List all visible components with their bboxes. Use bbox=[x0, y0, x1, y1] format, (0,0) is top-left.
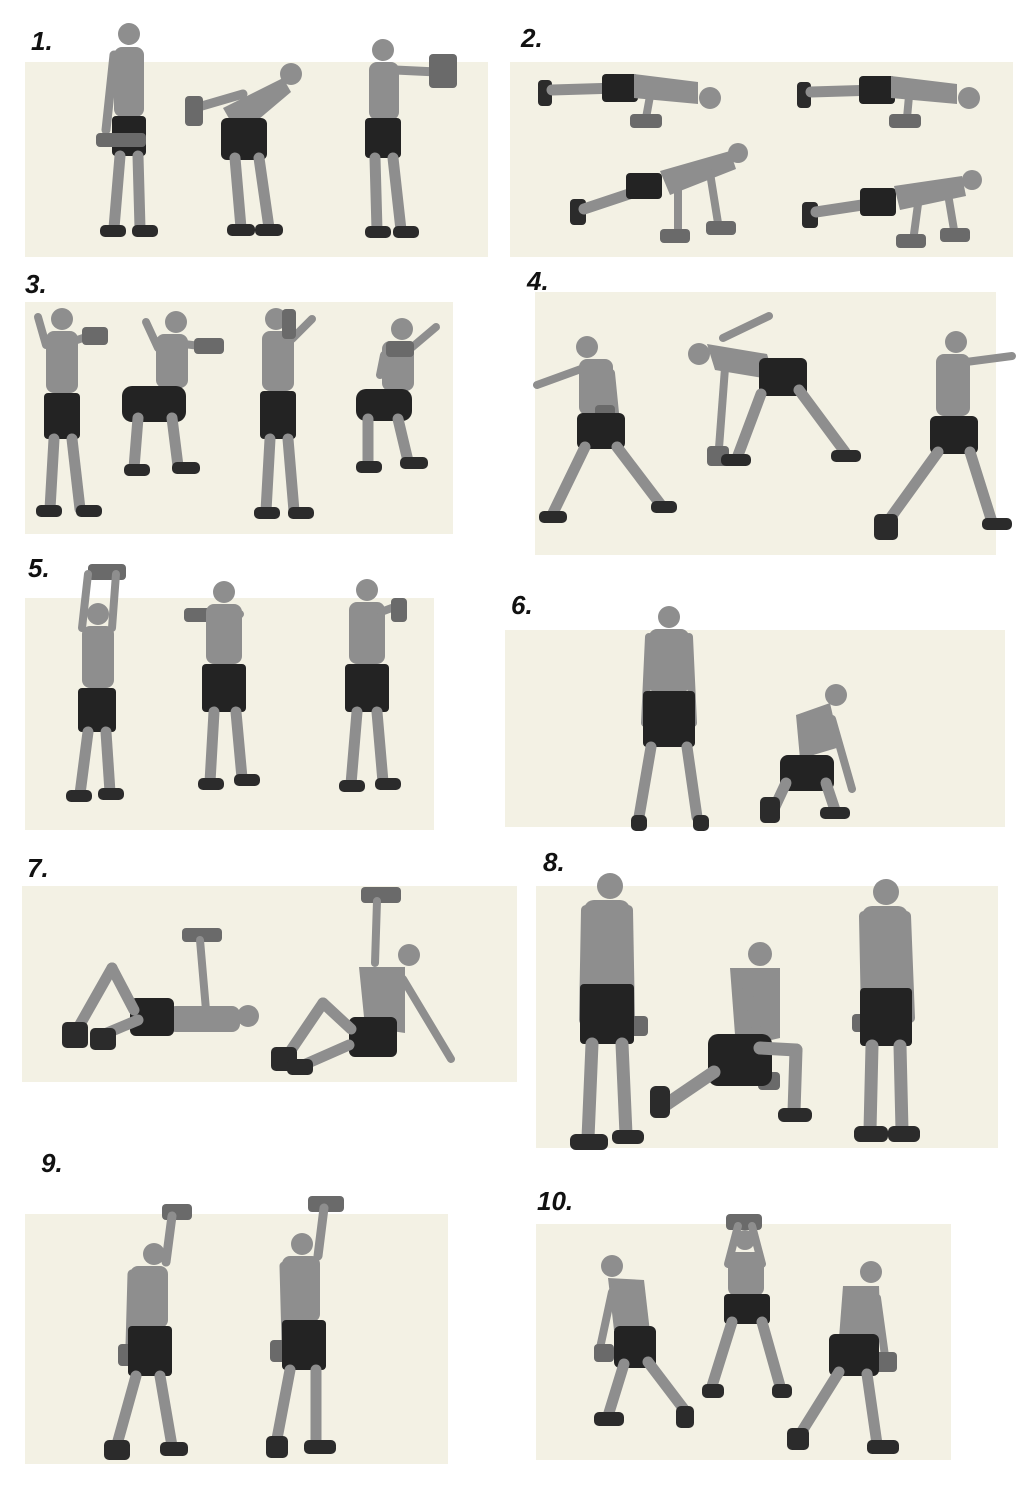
exercise-2-figure-3 bbox=[570, 143, 748, 243]
exercise-1-figure-3 bbox=[365, 39, 457, 238]
exercise-number-4: 4. bbox=[527, 266, 549, 296]
exercise-9-figure-2 bbox=[266, 1196, 344, 1458]
exercise-6-figure-2 bbox=[760, 684, 856, 823]
exercise-10-figure-2 bbox=[702, 1214, 792, 1398]
exercise-2-figure-4 bbox=[802, 170, 982, 248]
exercise-7-figure-1 bbox=[62, 928, 259, 1050]
exercise-number-6: 6. bbox=[511, 590, 533, 620]
exercise-3-figure-4 bbox=[356, 318, 440, 473]
exercise-number-3: 3. bbox=[25, 269, 47, 299]
exercise-1-figure-2 bbox=[185, 63, 302, 236]
exercise-4-figure-2 bbox=[688, 312, 861, 466]
exercise-10-figure-1 bbox=[594, 1255, 694, 1428]
exercise-number-7: 7. bbox=[27, 853, 49, 883]
exercise-6-figure-1 bbox=[631, 606, 709, 831]
exercise-number-8: 8. bbox=[543, 847, 565, 877]
exercise-4-figure-3 bbox=[874, 331, 1016, 540]
exercise-number-1: 1. bbox=[31, 26, 53, 56]
exercise-1-figure-1 bbox=[96, 23, 158, 237]
exercise-number-5: 5. bbox=[28, 553, 50, 583]
exercise-5-figure-3 bbox=[339, 579, 407, 792]
exercise-10-figure-3 bbox=[787, 1261, 899, 1454]
exercise-5-figure-1 bbox=[66, 564, 126, 802]
exercise-8-figure-1 bbox=[570, 873, 648, 1150]
exercise-number-10: 10. bbox=[537, 1186, 574, 1216]
exercise-8-figure-3 bbox=[852, 879, 920, 1142]
exercise-3-figure-2 bbox=[122, 311, 224, 476]
exercise-9-panel bbox=[25, 1214, 448, 1464]
exercise-9-figure-1 bbox=[104, 1204, 192, 1460]
exercise-8-figure-2 bbox=[650, 942, 812, 1122]
exercise-number-2: 2. bbox=[521, 23, 543, 53]
exercise-6-panel bbox=[505, 630, 1005, 827]
exercise-4-figure-1 bbox=[533, 336, 677, 523]
exercise-2-figure-1 bbox=[538, 74, 721, 128]
exercise-5-figure-2 bbox=[184, 581, 260, 790]
exercise-2-figure-2 bbox=[797, 76, 980, 128]
exercise-3-figure-1 bbox=[34, 308, 108, 517]
exercise-number-9: 9. bbox=[41, 1148, 63, 1178]
exercise-7-figure-2 bbox=[271, 887, 455, 1075]
exercise-3-figure-3 bbox=[254, 308, 316, 519]
